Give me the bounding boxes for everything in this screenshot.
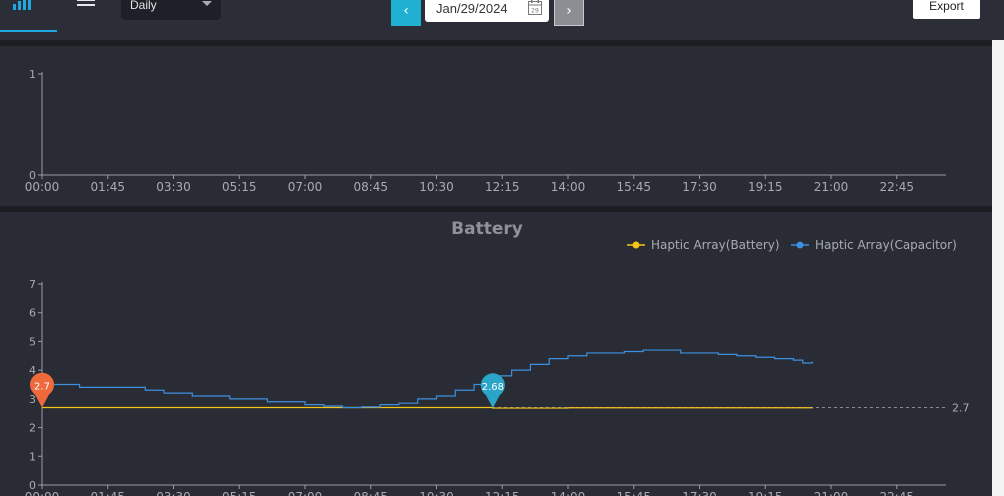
marker-label: 2.7	[34, 381, 50, 392]
x-tick-label: 00:00	[25, 490, 60, 496]
x-tick-label: 22:45	[879, 490, 914, 496]
legend-item-battery[interactable]: Haptic Array(Battery)	[627, 238, 780, 252]
y-tick-label: 4	[29, 364, 36, 377]
calendar-icon[interactable]: 29	[528, 0, 542, 15]
x-tick-label: 17:30	[682, 180, 717, 194]
date-value: Jan/29/2024	[436, 1, 508, 16]
marker-label: 2.68	[482, 382, 504, 393]
chevron-down-icon	[202, 1, 212, 6]
y-tick-label: 7	[29, 278, 36, 291]
x-tick-label: 15:45	[616, 490, 651, 496]
x-tick-label: 01:45	[90, 490, 125, 496]
battery-series-line	[42, 406, 813, 409]
period-select-value: Daily	[130, 0, 157, 12]
x-tick-label: 17:30	[682, 490, 717, 496]
legend-dot-capacitor	[796, 241, 804, 249]
calendar-day-text: 29	[531, 8, 539, 15]
legend-dot-battery	[632, 241, 640, 249]
section-divider	[0, 40, 992, 46]
legend-label-capacitor: Haptic Array(Capacitor)	[815, 238, 957, 252]
section-divider	[0, 206, 992, 212]
top-chart: 0 1 00:00 01:45 03:30 05:15 07:00 08:45 10:30 12:…	[25, 68, 946, 194]
toolbar: Daily ‹ Jan/29/2024 29 › Export	[0, 0, 1004, 40]
battery-chart: Battery Haptic Array(Battery) Haptic Arr…	[25, 219, 970, 496]
chart-title: Battery	[451, 219, 523, 239]
x-tick-label: 21:00	[814, 490, 849, 496]
x-tick-label: 03:30	[156, 490, 191, 496]
x-tick-label: 12:15	[485, 490, 520, 496]
x-tick-label: 21:00	[814, 180, 849, 194]
x-tick-label: 08:45	[353, 180, 388, 194]
scrollbar-track[interactable]	[992, 40, 1004, 496]
x-tick-label: 19:15	[748, 490, 783, 496]
period-select[interactable]: Daily	[121, 0, 221, 20]
x-tick-label: 05:15	[222, 490, 257, 496]
y-tick-label: 1	[29, 450, 36, 463]
x-tick-label: 00:00	[25, 180, 60, 194]
x-tick-label: 05:15	[222, 180, 257, 194]
hamburger-menu-icon[interactable]	[77, 0, 95, 11]
marker-start-pin	[30, 372, 54, 408]
x-tick-label: 22:45	[879, 180, 914, 194]
marker-midpoint-pin	[480, 373, 505, 409]
date-field[interactable]: Jan/29/2024 29	[425, 0, 549, 22]
legend-item-capacitor[interactable]: Haptic Array(Capacitor)	[791, 238, 957, 252]
y-tick-label: 3	[29, 393, 36, 406]
tab-chart-view[interactable]	[0, 0, 57, 32]
x-tick-label: 14:00	[551, 180, 586, 194]
x-tick-label: 10:30	[419, 490, 454, 496]
previous-date-button[interactable]: ‹	[391, 0, 421, 26]
y-tick-label: 1	[29, 68, 36, 81]
legend-label-battery: Haptic Array(Battery)	[651, 238, 780, 252]
export-button[interactable]: Export	[913, 0, 980, 19]
legend: Haptic Array(Battery) Haptic Array(Capac…	[627, 238, 957, 252]
x-tick-label: 07:00	[288, 180, 323, 194]
y-tick-label: 0	[29, 479, 36, 492]
x-tick-label: 07:00	[288, 490, 323, 496]
reference-line-label: 2.7	[952, 401, 970, 414]
x-tick-label: 10:30	[419, 180, 454, 194]
x-tick-label: 08:45	[353, 490, 388, 496]
x-tick-label: 19:15	[748, 180, 783, 194]
x-tick-label: 01:45	[90, 180, 125, 194]
x-tick-label: 12:15	[485, 180, 520, 194]
y-tick-label: 5	[29, 335, 36, 348]
bar-chart-icon	[13, 0, 31, 10]
next-date-button[interactable]: ›	[554, 0, 584, 26]
x-tick-label: 14:00	[551, 490, 586, 496]
y-tick-label: 0	[29, 169, 36, 182]
y-tick-label: 6	[29, 307, 36, 320]
x-tick-label: 03:30	[156, 180, 191, 194]
capacitor-series-line	[42, 349, 813, 409]
y-tick-label: 2	[29, 422, 36, 435]
x-tick-label: 15:45	[616, 180, 651, 194]
